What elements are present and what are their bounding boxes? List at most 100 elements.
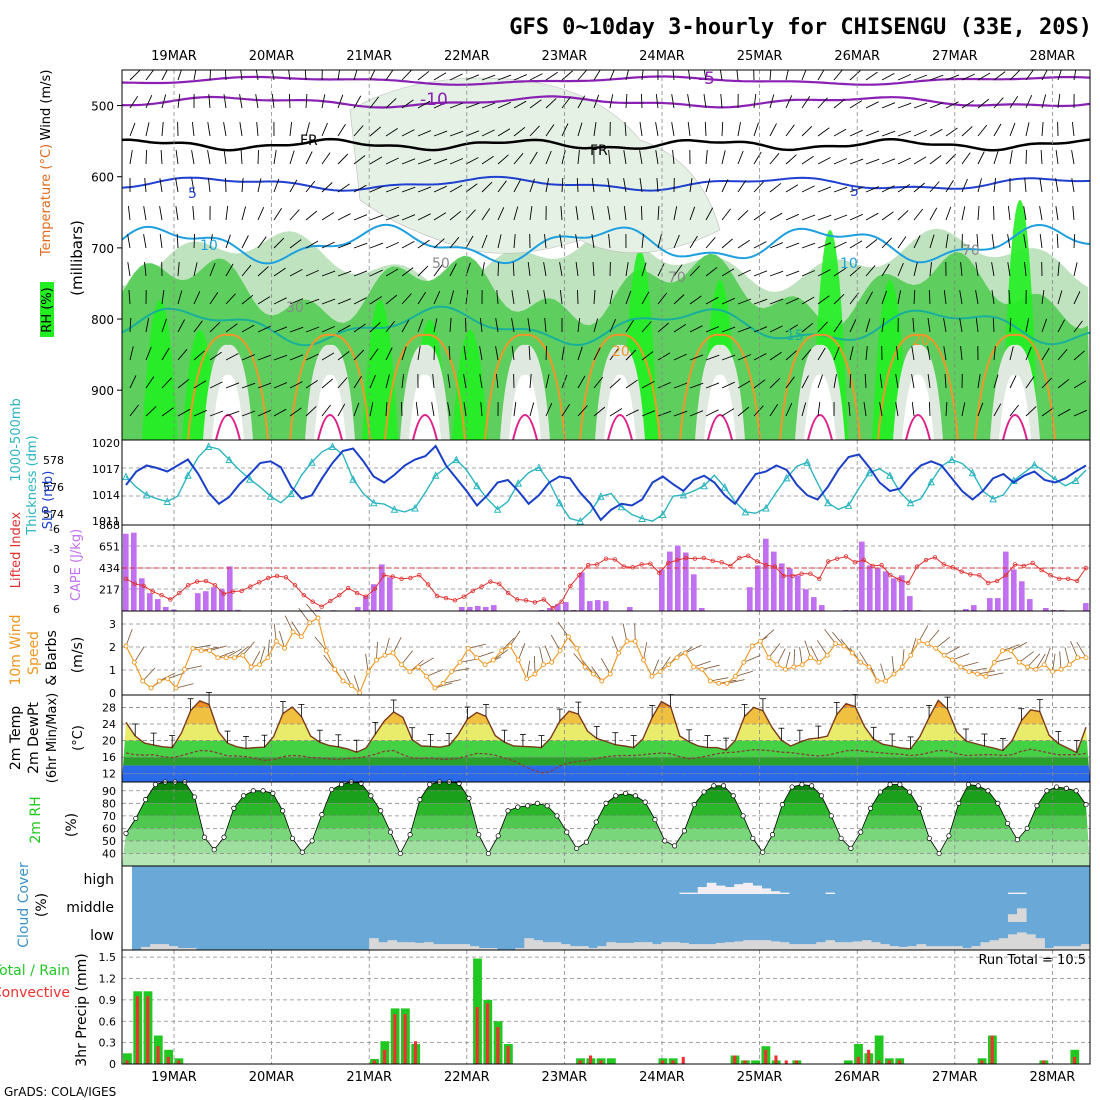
wind-barb <box>657 263 665 277</box>
wind-point <box>682 650 688 656</box>
cloud-low-bar <box>725 942 735 950</box>
wind-barb <box>833 128 847 137</box>
wind-barb <box>901 649 905 668</box>
wind-point <box>799 662 805 668</box>
wind-point <box>181 666 187 672</box>
wind-barb <box>305 298 320 305</box>
wind-point <box>549 659 555 665</box>
wind-barb <box>913 74 928 81</box>
wind-point <box>649 673 655 679</box>
wind-barb <box>688 70 691 81</box>
wind-barb <box>433 264 443 277</box>
wind-point <box>1058 666 1064 672</box>
wind-barb <box>234 645 249 658</box>
temp-axis-label: (6hr Min/Max) <box>45 693 60 783</box>
wind-barb <box>625 93 628 109</box>
wind-barb <box>145 70 155 81</box>
wind-barb <box>465 183 478 193</box>
wind-barb <box>880 663 887 682</box>
wind-point <box>382 652 388 658</box>
wind-point <box>774 662 780 668</box>
wind-barb <box>961 126 973 137</box>
thickness-point <box>411 503 419 512</box>
cloud-low-bar <box>1080 944 1091 950</box>
wind-barb <box>743 655 761 663</box>
wind-barb <box>305 180 316 193</box>
wind-point <box>232 655 237 661</box>
wind-barb <box>1025 318 1030 333</box>
thickness-point <box>968 468 977 477</box>
li-point <box>781 573 786 579</box>
isotherm-25 <box>317 413 343 440</box>
wind-barb <box>447 374 451 389</box>
precip-conv-bar <box>589 1055 593 1064</box>
wind-barb <box>1009 346 1014 361</box>
wind-barb <box>449 317 452 333</box>
wind-point <box>148 685 154 691</box>
rh-point <box>848 845 854 851</box>
wind-barb <box>910 637 917 656</box>
wind-barb <box>864 373 867 389</box>
date-label-bottom: 20MAR <box>249 1070 295 1085</box>
wind-barb <box>913 289 916 305</box>
wind-point <box>949 657 955 663</box>
wind-barb <box>689 295 702 305</box>
wind-barb <box>304 70 307 81</box>
wind-barb <box>881 73 895 81</box>
wind-barb <box>1002 644 1020 652</box>
wind-point <box>440 680 446 686</box>
wind-barb <box>753 211 766 221</box>
precip-conv-bar <box>413 1041 417 1064</box>
wind-barb <box>625 349 637 361</box>
wind-barb <box>609 348 619 361</box>
date-label-bottom: 24MAR <box>639 1070 685 1085</box>
wind-point <box>766 655 772 661</box>
cape-bar <box>163 607 169 611</box>
wind-barb <box>710 677 729 682</box>
wind-barb <box>369 242 384 249</box>
li-point <box>266 575 271 581</box>
wind-barb <box>1055 206 1059 221</box>
wind-barb <box>593 406 606 417</box>
wind-barb <box>468 643 486 649</box>
rh-point <box>329 786 335 793</box>
precip-tick-label: 1.5 <box>99 951 117 964</box>
wind-barb <box>639 122 643 137</box>
wind-barb <box>701 664 720 670</box>
wind-point <box>699 666 705 672</box>
wind-barb <box>817 402 821 417</box>
cape-bar <box>579 572 585 611</box>
cloud-high-bar <box>688 892 699 894</box>
wind-barb <box>433 130 448 137</box>
wind-barb <box>655 122 659 137</box>
li-point <box>177 590 182 596</box>
contour-label: 5 <box>188 186 197 202</box>
wind-barb <box>417 346 421 361</box>
wind-barb <box>145 346 152 361</box>
li-point <box>1039 567 1044 573</box>
rh-point <box>936 850 942 857</box>
precip-tick-label: 0.9 <box>99 994 117 1007</box>
wind-tick-label: 1 <box>109 664 116 677</box>
wind-barb <box>353 155 366 165</box>
thickness-point <box>555 498 564 507</box>
rh-point <box>368 793 374 799</box>
li-point <box>150 589 155 594</box>
li-point <box>185 583 191 588</box>
wind-point <box>348 683 354 689</box>
wind-barb <box>353 297 367 305</box>
wind-barb <box>539 647 544 665</box>
wind-barb <box>985 672 1004 677</box>
contour-label: 70 <box>962 243 980 259</box>
wind-barb <box>849 70 861 81</box>
wind-barb <box>145 122 150 137</box>
rh-point <box>338 781 345 788</box>
rh-point <box>1024 825 1030 831</box>
wind-barb <box>177 319 185 333</box>
wind-axis-label: Speed <box>26 631 42 675</box>
thickness-point <box>947 455 956 464</box>
wind-barb <box>385 157 399 165</box>
li-point <box>852 560 858 565</box>
thickness-point <box>762 503 770 512</box>
wind-point <box>156 678 162 684</box>
